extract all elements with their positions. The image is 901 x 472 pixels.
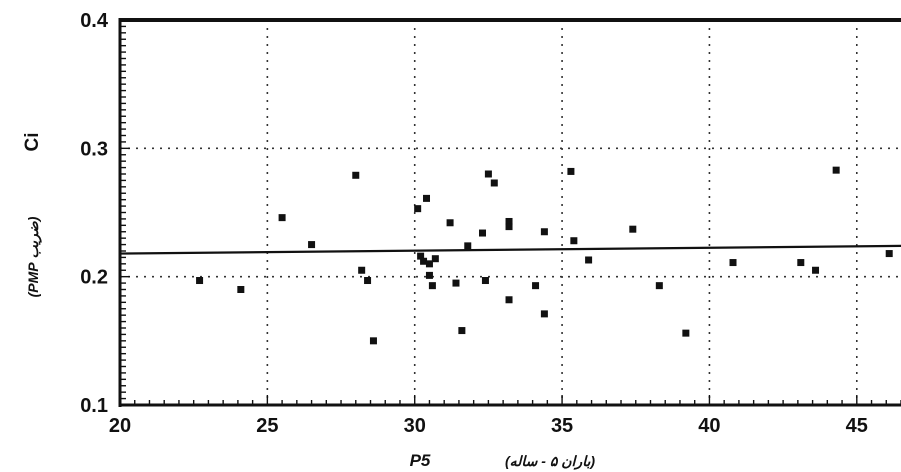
data-point [278, 214, 286, 222]
data-point [431, 255, 439, 263]
data-point [423, 194, 431, 202]
data-point [479, 229, 487, 237]
data-point [532, 282, 540, 290]
data-point [812, 266, 820, 274]
data-point [885, 250, 893, 258]
x-tick-label: 40 [698, 415, 720, 437]
data-point [425, 271, 433, 279]
data-point [446, 219, 454, 227]
data-point [417, 252, 425, 260]
data-point [540, 310, 548, 318]
y-axis-title: Ci (ضریب PMP) [22, 133, 43, 298]
trend-line [119, 244, 901, 255]
data-point [425, 260, 433, 268]
data-point [484, 170, 492, 178]
x-tick-label: 25 [256, 415, 278, 437]
y-axis-title-main: Ci [22, 133, 43, 152]
data-point [682, 329, 690, 337]
data-point [358, 266, 366, 274]
data-point [428, 282, 436, 290]
tick-marks [119, 19, 901, 406]
data-point [570, 237, 578, 245]
data-point [567, 167, 575, 175]
y-tick-label: 0.3 [80, 138, 108, 160]
data-points [196, 166, 893, 345]
axes [118, 18, 901, 407]
data-point [420, 257, 428, 265]
data-point [629, 225, 637, 233]
y-tick-label: 0.2 [80, 267, 108, 289]
data-point [585, 256, 593, 264]
tick-labels: 20 25 30 35 40 45 0.1 0.2 0.3 0.4 [80, 10, 868, 437]
data-point [196, 277, 204, 285]
data-point [364, 277, 372, 285]
data-point [540, 228, 548, 236]
data-point [352, 171, 360, 179]
data-point [458, 327, 466, 335]
data-point [505, 223, 513, 231]
y-tick-label: 0.1 [80, 395, 108, 417]
grid-lines [120, 20, 901, 405]
data-point [414, 205, 422, 213]
x-tick-label: 35 [551, 415, 573, 437]
y-tick-label: 0.4 [80, 10, 109, 32]
data-point [797, 259, 805, 267]
data-point [237, 286, 245, 293]
data-point [481, 277, 489, 285]
x-axis-title-note: (باران ۵ - ساله) [505, 453, 595, 470]
data-point [505, 217, 513, 225]
data-point [729, 259, 737, 267]
x-axis-title-main: P5 [410, 451, 431, 470]
data-point [452, 279, 460, 287]
data-point [464, 242, 472, 250]
data-point [832, 166, 840, 174]
data-point [308, 241, 316, 249]
y-axis-title-note: (ضریب PMP) [25, 216, 42, 297]
x-tick-label: 30 [404, 415, 426, 437]
data-point [505, 296, 513, 304]
trend-line-group [119, 244, 901, 255]
data-point [490, 179, 498, 187]
data-point [655, 282, 663, 290]
x-tick-label: 20 [109, 415, 131, 437]
x-axis-title: P5 (باران ۵ - ساله) [410, 451, 596, 470]
data-point [369, 337, 377, 345]
x-tick-label: 45 [846, 415, 868, 437]
